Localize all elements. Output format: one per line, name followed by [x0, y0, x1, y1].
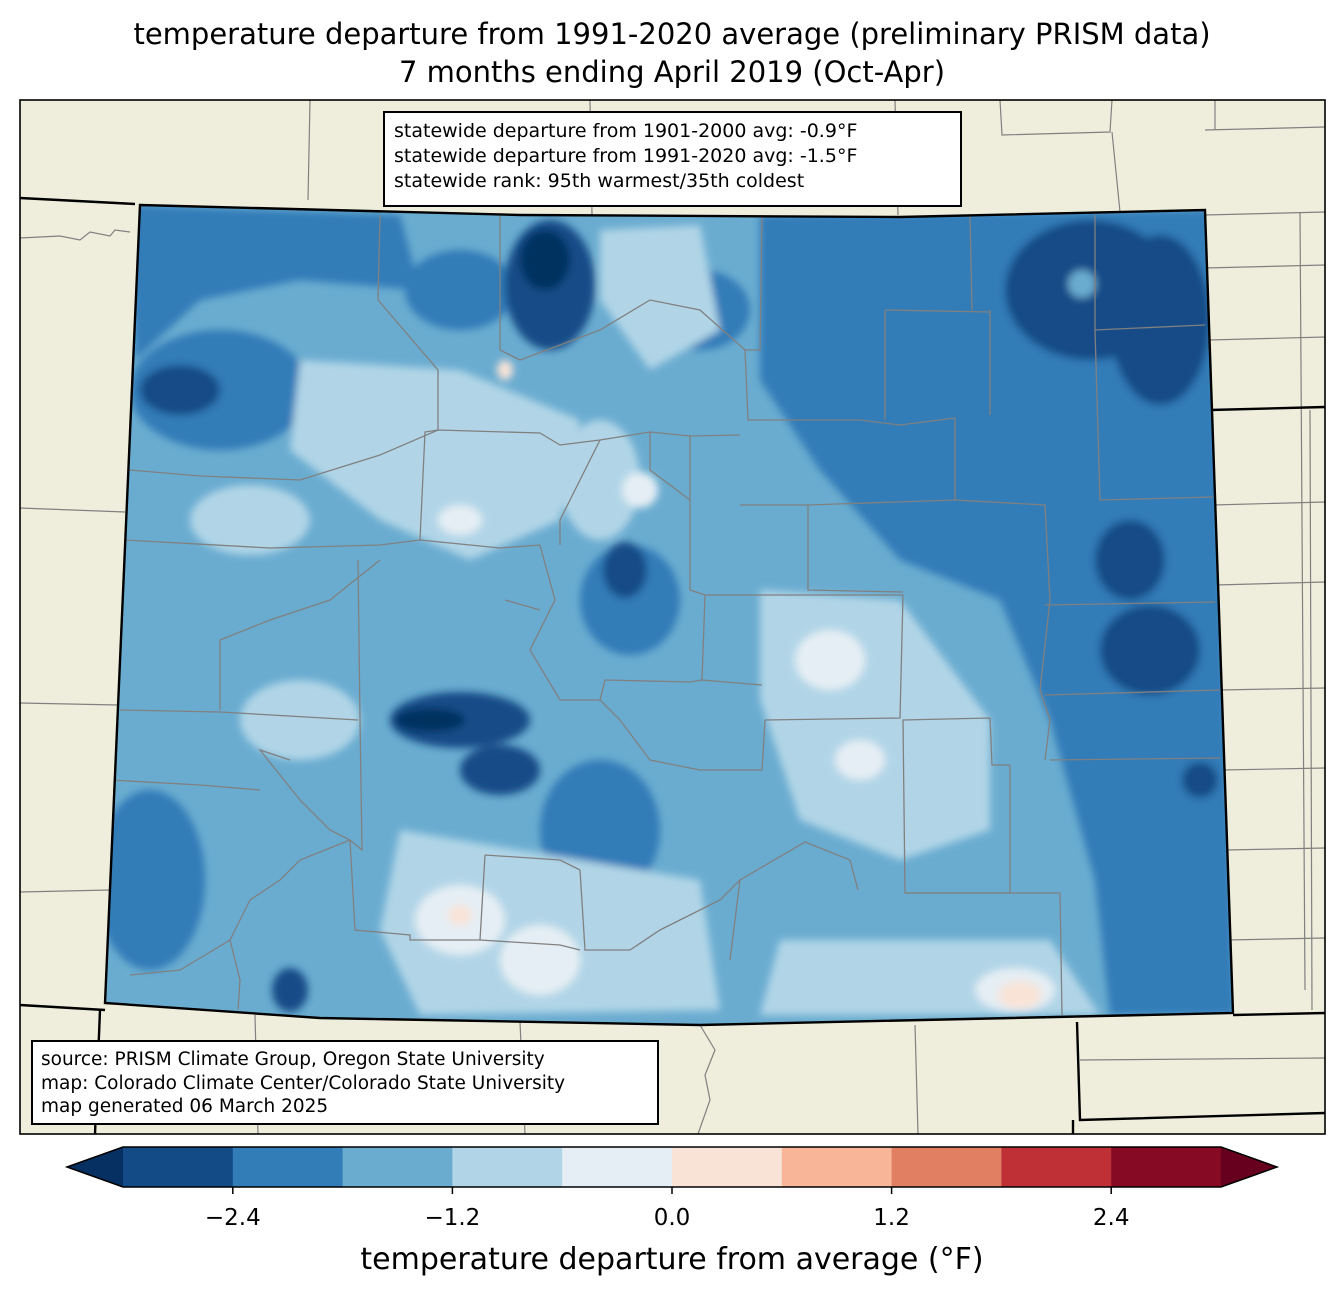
colorbar-segment [562, 1147, 673, 1187]
map-frame [19, 99, 1326, 1135]
colorbar-tick-label: −1.2 [424, 1205, 481, 1231]
source-credit-box: source: PRISM Climate Group, Oregon Stat… [31, 1040, 659, 1125]
colorbar-extend-high [1221, 1147, 1277, 1187]
colorbar-segment [123, 1147, 234, 1187]
colorbar-tick-label: −2.4 [204, 1205, 261, 1231]
source-line: source: PRISM Climate Group, Oregon Stat… [41, 1049, 545, 1070]
colorbar-tick-label: 1.2 [873, 1205, 910, 1231]
colorbar-outline [64, 1146, 1280, 1188]
stats-line-rank: statewide rank: 95th warmest/35th coldes… [394, 170, 805, 192]
county-lines [109, 214, 1221, 1016]
generated-date-line: map generated 06 March 2025 [41, 1096, 329, 1117]
colorbar-extend-low [67, 1147, 123, 1187]
colorbar-segment [672, 1147, 783, 1187]
map-title-line2: 7 months ending April 2019 (Oct-Apr) [398, 55, 946, 89]
map-title-line1: temperature departure from 1991-2020 ave… [133, 17, 1211, 51]
map-credit-line: map: Colorado Climate Center/Colorado St… [41, 1072, 566, 1094]
colorbar-segment [1111, 1147, 1222, 1187]
stats-line-1991-2020: statewide departure from 1991-2020 avg: … [394, 145, 858, 167]
colorbar-label: temperature departure from average (°F) [360, 1242, 984, 1277]
colorbar-segment [891, 1147, 1002, 1187]
colorbar-segment [342, 1147, 453, 1187]
colorbar-tick-label: 0.0 [653, 1205, 691, 1231]
colorbar-segment [781, 1147, 893, 1187]
colorado-border [103, 203, 1235, 1027]
colorbar-segment [1001, 1147, 1112, 1187]
colorbar-segment [232, 1147, 344, 1187]
temperature-field [105, 205, 1233, 1025]
colorbar-tick-label: 2.4 [1092, 1205, 1130, 1231]
colorbar [64, 1146, 1280, 1194]
stats-line-1901-2000: statewide departure from 1901-2000 avg: … [394, 120, 858, 142]
statewide-stats-box: statewide departure from 1901-2000 avg: … [383, 111, 962, 207]
colorbar-segment [452, 1147, 563, 1187]
